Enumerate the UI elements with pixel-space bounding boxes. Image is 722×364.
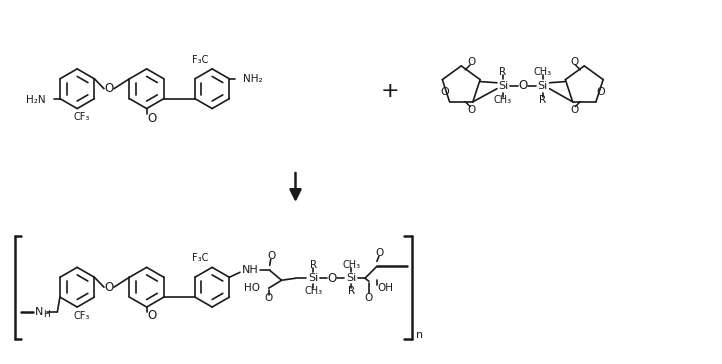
Text: O: O <box>328 272 337 285</box>
Text: O: O <box>147 112 156 125</box>
Text: O: O <box>268 252 276 261</box>
Text: O: O <box>570 57 578 67</box>
Text: CF₃: CF₃ <box>74 112 90 123</box>
Text: O: O <box>104 82 113 95</box>
Text: O: O <box>375 249 384 258</box>
Text: +: + <box>380 81 399 101</box>
Text: OH: OH <box>377 283 393 293</box>
Text: R: R <box>347 286 355 296</box>
Text: O: O <box>365 293 373 303</box>
Text: HO: HO <box>244 283 260 293</box>
Text: O: O <box>570 104 578 115</box>
Text: H₂N: H₂N <box>27 95 46 104</box>
Text: F₃C: F₃C <box>192 55 209 65</box>
Text: N: N <box>35 307 43 317</box>
Text: NH: NH <box>241 265 258 275</box>
Text: CF₃: CF₃ <box>74 311 90 321</box>
Text: O: O <box>518 79 527 92</box>
Text: F₃C: F₃C <box>192 253 209 264</box>
Text: Si: Si <box>346 273 356 283</box>
Text: NH₂: NH₂ <box>243 74 263 84</box>
Text: O: O <box>264 293 273 303</box>
Text: CH₃: CH₃ <box>534 67 552 77</box>
Text: O: O <box>104 281 113 294</box>
Text: O: O <box>467 57 475 67</box>
Text: R: R <box>539 95 546 104</box>
Text: Si: Si <box>497 81 508 91</box>
Text: CH₃: CH₃ <box>494 95 512 104</box>
Text: CH₃: CH₃ <box>342 260 360 270</box>
Text: CH₃: CH₃ <box>304 286 323 296</box>
Text: Si: Si <box>308 273 318 283</box>
Text: n: n <box>416 330 423 340</box>
Text: O: O <box>597 87 606 97</box>
Text: H: H <box>43 310 51 320</box>
Text: O: O <box>440 87 449 97</box>
Text: R: R <box>310 260 317 270</box>
Text: O: O <box>467 104 475 115</box>
Text: Si: Si <box>537 81 548 91</box>
Text: O: O <box>147 309 156 323</box>
Text: R: R <box>500 67 506 77</box>
